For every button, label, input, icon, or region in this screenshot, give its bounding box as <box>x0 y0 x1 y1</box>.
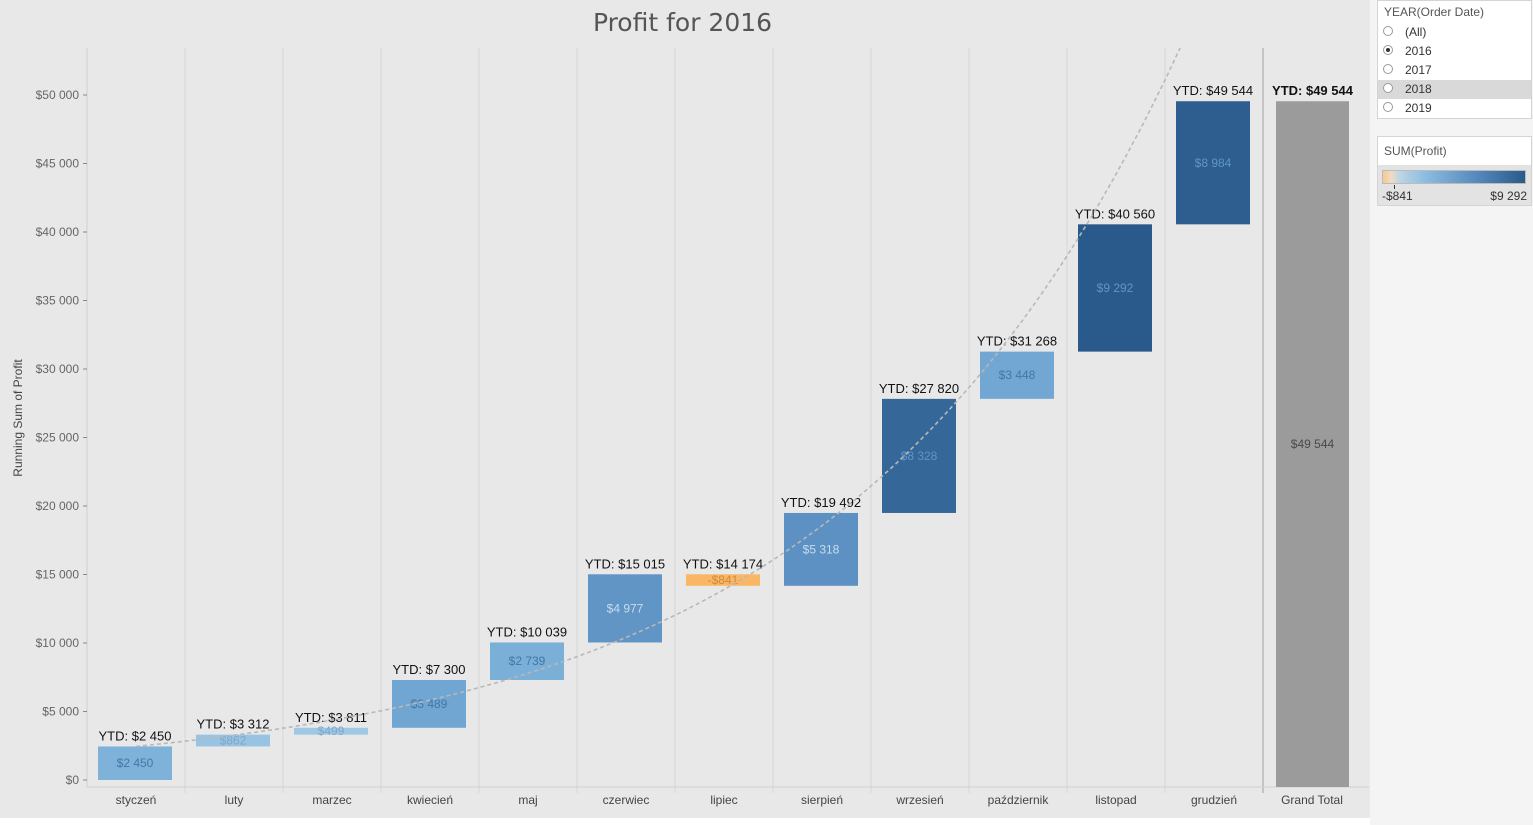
bar-value-label: $9 292 <box>1097 281 1134 295</box>
chart-title: Profit for 2016 <box>592 8 773 37</box>
bar-value-label: $3 489 <box>411 697 448 711</box>
color-legend-ramp-area: -$841 $9 292 <box>1378 165 1531 205</box>
bar-value-label: -$841 <box>708 573 739 587</box>
y-axis-title: Running Sum of Profit <box>11 359 25 477</box>
bar-value-label: $2 739 <box>509 654 546 668</box>
y-tick-label: $50 000 <box>36 88 80 102</box>
year-option-label: (All) <box>1405 25 1427 39</box>
radio-icon[interactable] <box>1383 26 1393 36</box>
bar-value-label: $8 328 <box>901 449 938 463</box>
radio-icon[interactable] <box>1383 45 1393 55</box>
year-filter-options: (All) 2016 2017 2018 2019 <box>1378 23 1531 118</box>
y-tick-label: $15 000 <box>36 568 80 582</box>
color-legend-title: SUM(Profit) <box>1384 144 1447 158</box>
x-tick-label: luty <box>225 793 244 807</box>
y-tick-label: $20 000 <box>36 499 80 513</box>
waterfall-chart: $0 $5 000 $10 000 $15 000 $20 000 $25 000 $30 … <box>11 47 1369 807</box>
ytd-label: YTD: $3 811 <box>295 710 367 725</box>
ytd-label: YTD: $31 268 <box>977 334 1057 349</box>
bar-value-label: $499 <box>318 724 345 738</box>
waterfall-bar <box>196 734 270 747</box>
x-tick-label: sierpień <box>801 793 843 807</box>
waterfall-bar <box>882 398 956 513</box>
bar-value-label: $4 977 <box>607 601 644 615</box>
right-panel: YEAR(Order Date) (All) 2016 2017 2018 2019 S… <box>1370 0 1533 825</box>
color-legend: SUM(Profit) -$841 $9 292 <box>1377 136 1532 206</box>
y-tick-label: $40 000 <box>36 225 80 239</box>
bar-value-label: $5 318 <box>803 542 840 556</box>
x-tick-label: Grand Total <box>1281 793 1343 807</box>
year-option-label: 2017 <box>1405 63 1432 77</box>
ytd-label: YTD: $14 174 <box>683 556 763 571</box>
x-tick-label: październik <box>988 793 1050 807</box>
color-legend-min: -$841 <box>1382 189 1413 203</box>
year-option-2019[interactable]: 2019 <box>1378 99 1531 118</box>
grand-total-bar <box>1276 101 1349 788</box>
trend-line <box>135 47 1181 748</box>
y-tick-label: $10 000 <box>36 636 80 650</box>
radio-icon[interactable] <box>1383 64 1393 74</box>
bar-value-label: $49 544 <box>1291 437 1335 451</box>
ytd-label: YTD: $10 039 <box>487 624 567 639</box>
ytd-label: YTD: $19 492 <box>781 495 861 510</box>
x-tick-label: grudzień <box>1191 793 1237 807</box>
ytd-label: YTD: $3 312 <box>197 717 270 732</box>
waterfall-bar <box>1176 101 1250 225</box>
year-option-label: 2018 <box>1405 82 1432 96</box>
waterfall-bar <box>392 679 466 728</box>
bar-value-label: $8 984 <box>1195 156 1232 170</box>
y-tick-label: $5 000 <box>42 705 79 719</box>
ytd-label: YTD: $7 300 <box>393 662 466 677</box>
color-ramp-zero-tick <box>1394 185 1395 189</box>
y-tick-label: $25 000 <box>36 431 80 445</box>
year-option-2016[interactable]: 2016 <box>1378 42 1531 61</box>
x-tick-label: wrzesień <box>895 793 943 807</box>
color-legend-max: $9 292 <box>1490 189 1527 203</box>
ytd-label: YTD: $27 820 <box>879 381 959 396</box>
ytd-label: YTD: $15 015 <box>585 556 665 571</box>
waterfall-bar <box>98 746 172 780</box>
year-option-2017[interactable]: 2017 <box>1378 61 1531 80</box>
waterfall-bar <box>686 574 760 586</box>
bar-value-label: $3 448 <box>999 368 1036 382</box>
waterfall-bar <box>294 727 368 735</box>
radio-icon[interactable] <box>1383 83 1393 93</box>
ytd-label: YTD: $2 450 <box>99 728 172 743</box>
ytd-label: YTD: $40 560 <box>1075 206 1155 221</box>
waterfall-bar <box>1078 224 1152 352</box>
x-tick-label: czerwiec <box>603 793 650 807</box>
year-option-label: 2016 <box>1405 44 1432 58</box>
x-tick-label: kwiecień <box>407 793 453 807</box>
year-option-2018[interactable]: 2018 <box>1378 80 1531 99</box>
chart-area: Profit for 2016 $0 $5 000 $10 000 $15 000 $2… <box>0 0 1370 818</box>
year-filter-title: YEAR(Order Date) <box>1384 5 1485 19</box>
plot-background <box>87 48 1361 787</box>
waterfall-bar <box>588 574 662 643</box>
y-tick-label: $30 000 <box>36 362 80 376</box>
ytd-label: YTD: $49 544 <box>1173 83 1253 98</box>
waterfall-bar <box>784 512 858 586</box>
waterfall-bar <box>490 642 564 680</box>
ytd-label: YTD: $49 544 <box>1272 83 1354 98</box>
year-option-label: 2019 <box>1405 101 1432 115</box>
year-filter: YEAR(Order Date) (All) 2016 2017 2018 2019 <box>1377 0 1532 119</box>
bar-value-label: $2 450 <box>117 756 154 770</box>
y-tick-label: $45 000 <box>36 157 80 171</box>
x-tick-label: listopad <box>1095 793 1136 807</box>
color-ramp <box>1382 170 1526 184</box>
y-tick-label: $0 <box>66 773 80 787</box>
y-tick-label: $35 000 <box>36 294 80 308</box>
radio-icon[interactable] <box>1383 102 1393 112</box>
x-tick-label: lipiec <box>710 793 737 807</box>
x-tick-label: marzec <box>312 793 351 807</box>
x-tick-label: styczeń <box>116 793 157 807</box>
bar-value-label: $862 <box>220 734 247 748</box>
x-tick-label: maj <box>518 793 537 807</box>
year-option-all[interactable]: (All) <box>1378 23 1531 42</box>
